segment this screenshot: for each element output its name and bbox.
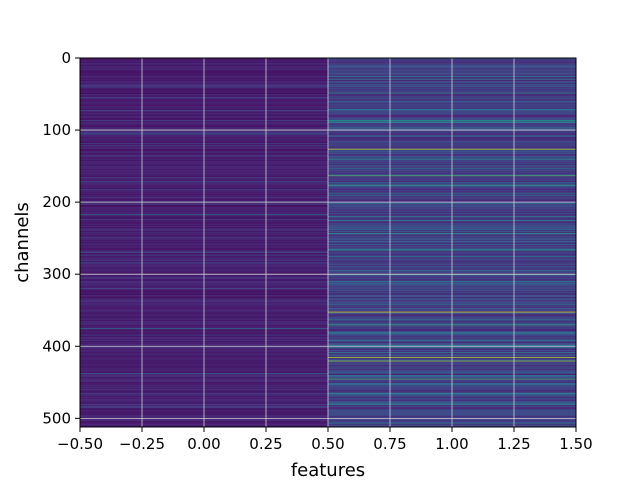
x-tick-label: −0.25 xyxy=(119,435,165,453)
axis-ticks: −0.50 −0.25 0.00 0.25 0.50 0.75 1.00 1.25 1.50 0 1… xyxy=(42,49,592,453)
y-tick-label: 100 xyxy=(42,121,71,139)
y-tick-label: 200 xyxy=(42,193,71,211)
plot-frame xyxy=(79,57,577,428)
y-tick-label: 400 xyxy=(42,337,71,355)
x-axis-label: features xyxy=(291,460,365,480)
y-tick-label: 300 xyxy=(42,265,71,283)
x-tick-label: 1.50 xyxy=(559,435,592,453)
x-tick-label: 1.00 xyxy=(435,435,468,453)
y-axis-label: channels xyxy=(12,202,33,283)
x-tick-label: 0.50 xyxy=(311,435,344,453)
x-tick-label: −0.50 xyxy=(57,435,103,453)
x-tick-label: 0.75 xyxy=(373,435,406,453)
x-tick-label: 0.00 xyxy=(187,435,220,453)
y-tick-label: 500 xyxy=(42,409,71,427)
x-tick-label: 1.25 xyxy=(497,435,530,453)
x-tick-label: 0.25 xyxy=(249,435,282,453)
y-tick-label: 0 xyxy=(61,49,71,67)
